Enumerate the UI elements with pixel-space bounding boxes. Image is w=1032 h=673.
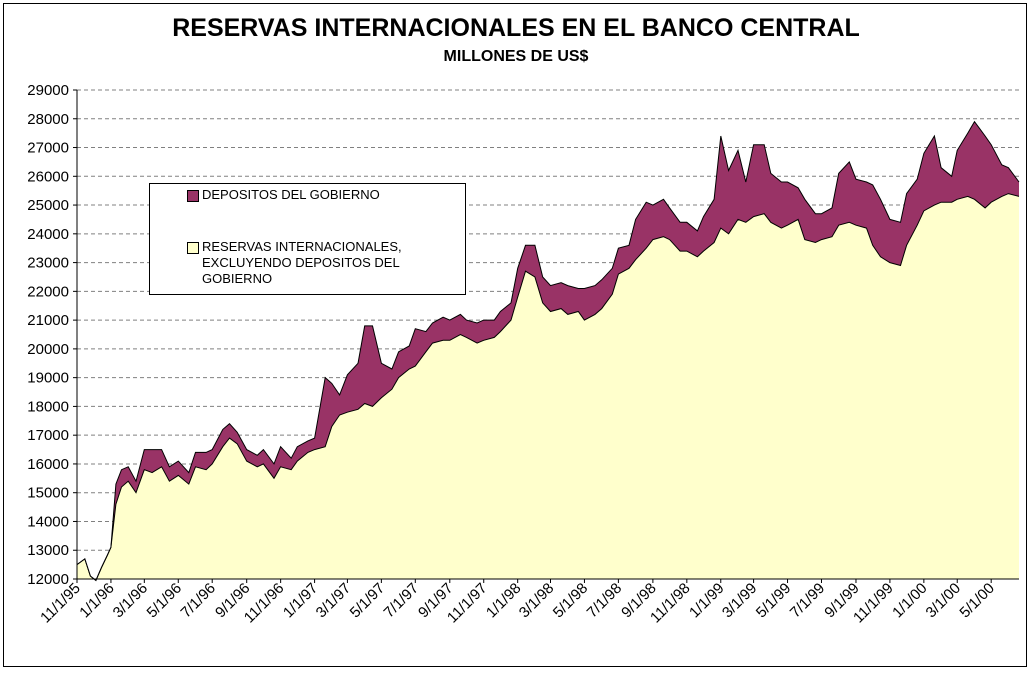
- x-tick-label: 7/1/98: [584, 580, 626, 622]
- y-tick-label: 12000: [27, 571, 69, 588]
- x-tick-label: 3/1/98: [516, 580, 558, 622]
- area-deposits: [77, 121, 1019, 581]
- y-tick-label: 24000: [27, 226, 69, 243]
- y-tick-label: 22000: [27, 283, 69, 300]
- x-tick-label: 5/1/00: [956, 580, 998, 622]
- y-tick-label: 21000: [27, 312, 69, 329]
- line-total: [76, 120, 1020, 582]
- x-tick-label: 3/1/96: [110, 580, 152, 622]
- x-tick-label: 5/1/98: [550, 580, 592, 622]
- y-tick-label: 16000: [27, 456, 69, 473]
- legend-swatch-reserves: [187, 242, 199, 254]
- y-tick-label: 23000: [27, 255, 69, 272]
- area-reserves: [77, 193, 1019, 581]
- legend-label-deposits: DEPOSITOS DEL GOBIERNO: [202, 187, 380, 202]
- x-tick-label: 5/1/97: [347, 580, 389, 622]
- y-tick-label: 29000: [27, 82, 69, 99]
- y-tick-label: 18000: [27, 398, 69, 415]
- x-tick-label: 1/1/97: [280, 580, 322, 622]
- y-tick-label: 15000: [27, 485, 69, 502]
- y-tick-label: 20000: [27, 341, 69, 358]
- line-reserves: [76, 193, 1020, 582]
- y-tick-label: 25000: [27, 197, 69, 214]
- legend: DEPOSITOS DEL GOBIERNO RESERVAS INTERNAC…: [149, 183, 466, 295]
- chart-title: RESERVAS INTERNACIONALES EN EL BANCO CEN…: [172, 14, 860, 42]
- y-tick-label: 27000: [27, 140, 69, 157]
- x-tick-label: 5/1/96: [144, 580, 186, 622]
- x-tick-label: 1/1/98: [483, 580, 525, 622]
- chart-subtitle: MILLONES DE US$: [443, 48, 589, 65]
- x-tick-label: 7/1/97: [381, 580, 423, 622]
- legend-label-reserves: RESERVAS INTERNACIONALES, EXCLUYENDO DEP…: [202, 239, 402, 286]
- area-series: [76, 120, 1020, 582]
- x-tick-label: 1/1/00: [889, 580, 931, 622]
- legend-item-reserves: RESERVAS INTERNACIONALES, EXCLUYENDO DEP…: [187, 239, 462, 287]
- y-tick-label: 17000: [27, 427, 69, 444]
- legend-swatch-deposits: [187, 190, 199, 202]
- x-tick-label: 3/1/00: [923, 580, 965, 622]
- legend-item-deposits: DEPOSITOS DEL GOBIERNO: [187, 187, 462, 203]
- y-tick-label: 19000: [27, 370, 69, 387]
- y-tick-label: 28000: [27, 111, 69, 128]
- axes: [76, 90, 1019, 580]
- y-tick-label: 13000: [27, 542, 69, 559]
- y-tick-label: 14000: [27, 513, 69, 530]
- x-tick-label: 5/1/99: [753, 580, 795, 622]
- x-tick-label: 1/1/96: [76, 580, 118, 622]
- x-tick-label: 3/1/99: [719, 580, 761, 622]
- x-tick-labels: 11/1/951/1/963/1/965/1/967/1/969/1/9611/…: [37, 579, 998, 626]
- x-tick-label: 3/1/97: [313, 580, 355, 622]
- x-tick-label: 7/1/96: [178, 580, 220, 622]
- y-tick-label: 26000: [27, 168, 69, 185]
- x-tick-label: 1/1/99: [686, 580, 728, 622]
- y-tick-labels: 12000 13000 14000 15000 16000 17000 18000 19000…: [27, 82, 77, 588]
- x-tick-label: 7/1/99: [787, 580, 829, 622]
